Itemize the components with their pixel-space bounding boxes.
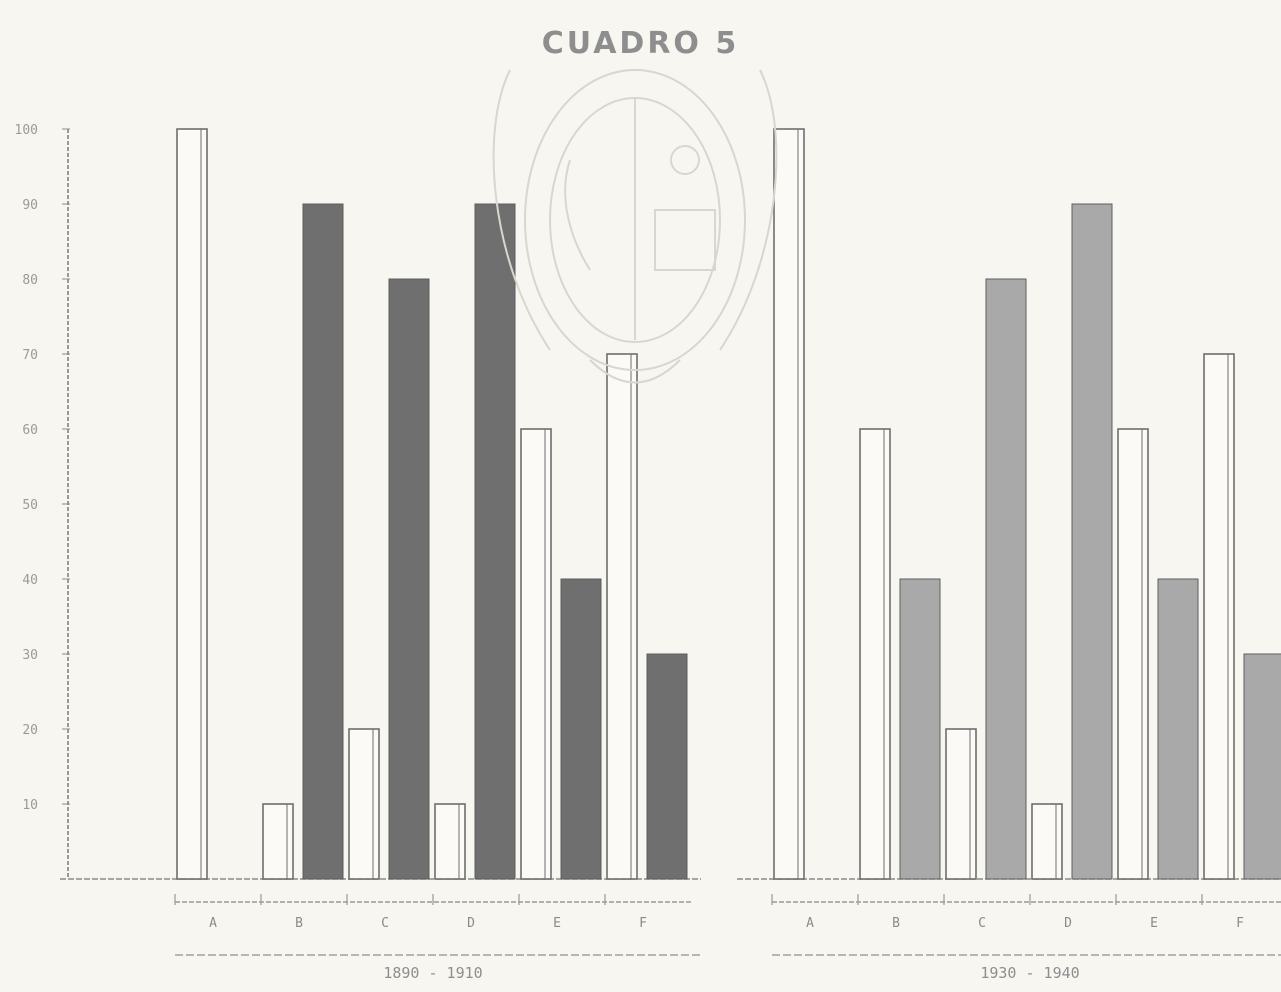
y-tick-label: 80 (22, 273, 38, 288)
bar (388, 278, 430, 880)
bar (985, 278, 1027, 880)
y-tick-label: 10 (22, 798, 38, 813)
y-tick-label: 20 (22, 723, 38, 738)
x-tick-label: E (553, 916, 561, 931)
x-tick-label: C (978, 916, 986, 931)
bar (1243, 653, 1281, 880)
y-tick-label: 90 (22, 198, 38, 213)
bar (302, 203, 344, 880)
y-tick-label: 50 (22, 498, 38, 513)
bar (176, 128, 208, 880)
x-tick-label: B (295, 916, 303, 931)
period-label: 1930 - 1940 (980, 964, 1079, 982)
y-tick-label: 70 (22, 348, 38, 363)
y-tick-label: 60 (22, 423, 38, 438)
x-tick-label: A (806, 916, 814, 931)
x-tick-label: F (639, 916, 647, 931)
bar (434, 803, 466, 880)
bar (1031, 803, 1063, 880)
bar (1071, 203, 1113, 880)
x-tick-label: F (1236, 916, 1244, 931)
x-tick-label: B (892, 916, 900, 931)
y-tick-label: 30 (22, 648, 38, 663)
bar (646, 653, 688, 880)
y-tick-label: 100 (15, 123, 38, 138)
bar (1117, 428, 1149, 880)
bar (520, 428, 552, 880)
y-tick-label: 40 (22, 573, 38, 588)
bar (1203, 353, 1235, 880)
bar (474, 203, 516, 880)
x-tick-label: E (1150, 916, 1158, 931)
x-tick-label: C (381, 916, 389, 931)
bar (262, 803, 294, 880)
x-tick-label: D (467, 916, 475, 931)
bar (348, 728, 380, 880)
bar (899, 578, 941, 880)
x-tick-label: A (209, 916, 217, 931)
watermark-seal (492, 69, 778, 384)
bar (560, 578, 602, 880)
x-tick-label: D (1064, 916, 1072, 931)
bar (773, 128, 805, 880)
bar (1157, 578, 1199, 880)
bar (606, 353, 638, 880)
period-label: 1890 - 1910 (383, 964, 482, 982)
bar (945, 728, 977, 880)
chart-title: CUADRO 5 (541, 26, 740, 61)
bar (859, 428, 891, 880)
